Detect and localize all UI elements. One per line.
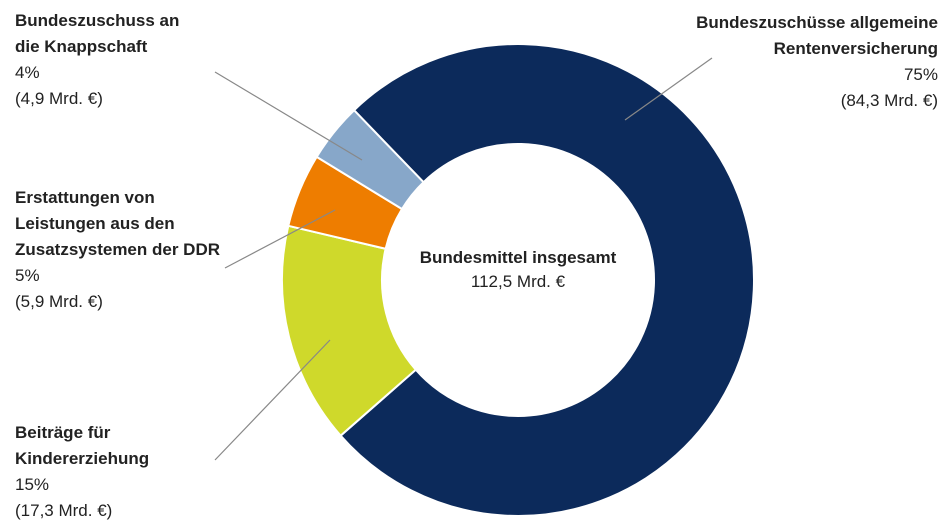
category-label: Erstattungen von Leistungen aus den Zusa… (15, 188, 221, 259)
donut-slice (315, 108, 425, 211)
label-group: Beiträge für Kindererziehung 15% (17,3 M… (15, 420, 180, 524)
amount-label: (84,3 Mrd. €) (840, 91, 938, 110)
leader-line (624, 57, 713, 121)
amount-label: (17,3 Mrd. €) (15, 501, 113, 520)
value-label: 5% (15, 266, 40, 285)
value-label: 15% (15, 475, 50, 494)
center-total: 112,5 Mrd. € (470, 272, 566, 291)
value-label: 75% (903, 65, 938, 84)
leader-line (214, 71, 363, 161)
category-label: Beiträge für Kindererziehung (15, 423, 150, 468)
category-label: Bundeszuschüsse allgemeine Rentenversich… (696, 13, 938, 58)
amount-label: (4,9 Mrd. €) (15, 89, 103, 108)
value-label: 4% (15, 63, 40, 82)
leader-line (224, 209, 336, 269)
slices (281, 43, 755, 517)
amount-label: (5,9 Mrd. €) (15, 292, 103, 311)
center-title: Bundesmittel insgesamt (419, 248, 617, 267)
label-group: Bundeszuschüsse allgemeine Rentenversich… (638, 10, 938, 114)
label-group: Erstattungen von Leistungen aus den Zusa… (15, 185, 220, 315)
leader-line (214, 339, 331, 461)
label-group: Bundeszuschuss an die Knappschaft 4% (4,… (15, 8, 205, 112)
leader-lines (214, 57, 713, 461)
category-label: Bundeszuschuss an die Knappschaft (15, 11, 180, 56)
donut-slice (339, 43, 755, 517)
